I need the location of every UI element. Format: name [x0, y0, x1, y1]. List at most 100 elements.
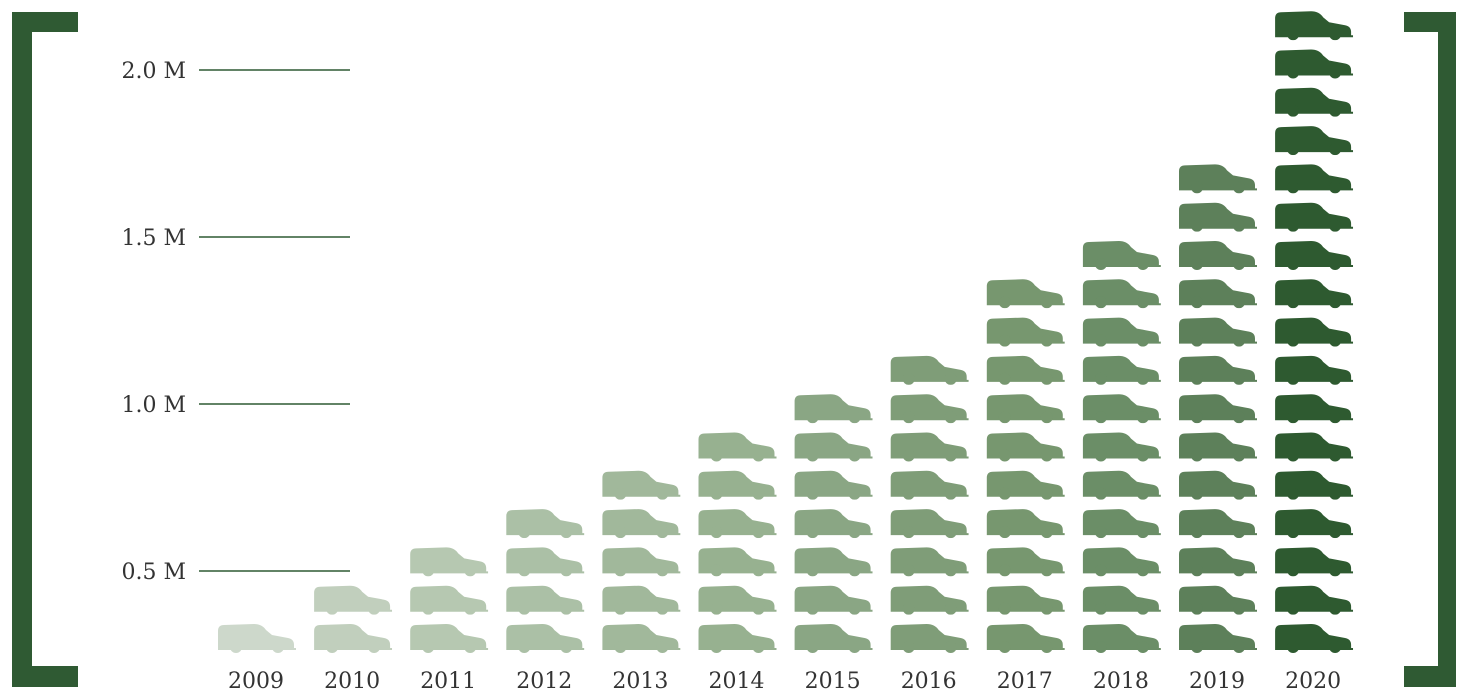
car-icon	[1082, 585, 1161, 615]
car-icon	[890, 624, 969, 653]
car-icon	[1275, 279, 1354, 309]
car-icon	[1179, 547, 1257, 577]
car-icon	[794, 470, 873, 500]
car-icon	[1275, 87, 1354, 117]
column-2017	[986, 279, 1065, 653]
y-axis: 0.5 M 1.0 M 1.5 M 2.0 M	[121, 59, 350, 585]
left-bracket	[12, 12, 78, 687]
car-icon	[1275, 470, 1354, 500]
car-icon	[698, 624, 777, 653]
car-icon	[1082, 279, 1161, 309]
car-icon	[986, 394, 1065, 424]
car-icon	[1082, 509, 1161, 539]
x-tick-label: 2014	[709, 669, 765, 692]
car-icon	[986, 585, 1065, 615]
car-icon	[1179, 394, 1257, 424]
x-tick-label: 2010	[324, 669, 380, 692]
column-2020	[1275, 11, 1354, 653]
car-icon	[506, 585, 585, 615]
car-icon	[1275, 317, 1354, 347]
car-icon	[1179, 470, 1257, 500]
car-icon	[698, 432, 777, 462]
car-icon	[986, 279, 1065, 309]
column-2009	[218, 624, 296, 653]
x-tick-label: 2016	[901, 669, 957, 692]
car-icon	[602, 547, 681, 577]
column-2014	[698, 432, 777, 653]
car-icon	[1275, 11, 1354, 41]
right-bracket	[1404, 12, 1456, 687]
column-2012	[506, 509, 585, 653]
car-icon	[1082, 317, 1161, 347]
x-tick-label: 2020	[1285, 669, 1341, 692]
x-tick-label: 2013	[612, 669, 668, 692]
car-icon	[1179, 585, 1257, 615]
car-icon	[314, 585, 393, 615]
car-icon	[986, 355, 1065, 385]
car-icon	[506, 509, 585, 539]
car-icon	[1179, 509, 1257, 539]
car-icon	[1275, 202, 1354, 232]
car-icon	[1275, 585, 1354, 615]
car-icon	[1179, 279, 1257, 309]
car-icon	[986, 624, 1065, 653]
car-icon	[1275, 126, 1354, 156]
car-icon	[1179, 241, 1257, 270]
x-tick-label: 2019	[1189, 669, 1245, 692]
car-icon	[794, 585, 873, 615]
car-icon	[1082, 624, 1161, 653]
car-icon	[698, 509, 777, 539]
car-icon	[602, 624, 681, 653]
x-tick-label: 2018	[1093, 669, 1149, 692]
column-2015	[794, 394, 873, 653]
column-2010	[314, 585, 393, 653]
x-tick-label: 2009	[228, 669, 284, 692]
car-icon	[314, 624, 393, 653]
car-icon	[698, 547, 777, 577]
car-icon	[890, 547, 969, 577]
car-icon	[1179, 355, 1257, 385]
x-tick-label: 2012	[516, 669, 572, 692]
car-icon	[890, 432, 969, 462]
car-icon	[410, 624, 489, 653]
column-2018	[1082, 241, 1161, 653]
car-icon	[1082, 547, 1161, 577]
car-icon	[890, 585, 969, 615]
car-icon	[986, 432, 1065, 462]
car-icon	[602, 585, 681, 615]
car-icon	[1179, 164, 1257, 194]
y-tick-label: 2.0 M	[121, 59, 186, 84]
x-tick-label: 2015	[805, 669, 861, 692]
x-tick-label: 2017	[997, 669, 1053, 692]
car-icon	[986, 509, 1065, 539]
car-icon	[890, 355, 969, 385]
car-icon	[1275, 394, 1354, 424]
car-icon	[794, 432, 873, 462]
car-icon	[986, 317, 1065, 347]
car-icon	[794, 509, 873, 539]
car-icon	[602, 509, 681, 539]
car-icon	[1275, 241, 1354, 270]
column-2016	[890, 355, 969, 653]
car-icon	[986, 547, 1065, 577]
car-icon	[794, 624, 873, 653]
car-icon	[506, 624, 585, 653]
car-icon	[410, 585, 489, 615]
column-2011	[410, 547, 489, 653]
car-icon	[794, 394, 873, 424]
car-icon	[890, 509, 969, 539]
y-tick-label: 1.5 M	[121, 226, 186, 251]
car-icon	[1179, 624, 1257, 653]
car-icon	[1082, 241, 1161, 270]
car-icon	[1275, 164, 1354, 194]
car-icon	[1082, 432, 1161, 462]
car-icon	[890, 470, 969, 500]
car-icon	[1082, 470, 1161, 500]
x-tick-label: 2011	[420, 669, 476, 692]
car-icon	[1275, 547, 1354, 577]
car-icon	[1179, 317, 1257, 347]
car-icon	[986, 470, 1065, 500]
car-icon	[1275, 624, 1354, 653]
y-tick-label: 0.5 M	[121, 560, 186, 585]
car-icon	[1179, 202, 1257, 232]
